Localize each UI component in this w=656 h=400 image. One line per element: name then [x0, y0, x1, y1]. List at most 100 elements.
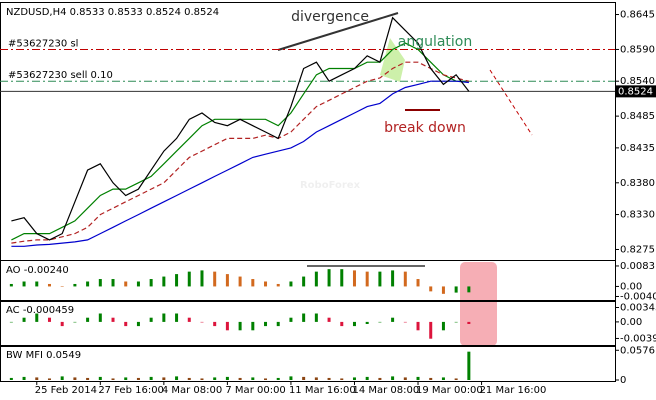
- x-tick-label: 27 Feb 16:00: [98, 385, 164, 396]
- highlight-box: [460, 262, 497, 346]
- bar: [314, 271, 318, 287]
- bar: [187, 377, 191, 380]
- bar: [60, 376, 64, 380]
- bar: [200, 270, 204, 287]
- bar: [162, 377, 166, 380]
- bar: [238, 377, 242, 380]
- bar: [365, 321, 369, 324]
- bar: [327, 317, 331, 322]
- annotation: break down: [384, 120, 466, 136]
- bar: [73, 321, 77, 323]
- y-tick-label: 0.8330: [620, 210, 655, 221]
- bar: [213, 321, 217, 327]
- y-tick-label: 0.8485: [620, 111, 655, 122]
- bar: [454, 321, 458, 323]
- bar: [238, 276, 242, 287]
- bar: [111, 317, 115, 322]
- bar: [429, 286, 433, 292]
- bar: [441, 321, 445, 331]
- bar: [264, 321, 268, 327]
- bar: [416, 376, 420, 380]
- bar: [136, 377, 140, 380]
- bar: [213, 271, 217, 287]
- bar: [302, 313, 306, 322]
- bar: [340, 269, 344, 287]
- bar: [416, 321, 420, 331]
- bar: [251, 279, 255, 287]
- bar: [86, 377, 90, 380]
- bar: [416, 279, 420, 287]
- y-tick-label: 0.8275: [620, 244, 655, 255]
- bar: [225, 321, 229, 331]
- y-tick-label: -0.00407: [620, 291, 656, 302]
- bar: [9, 283, 13, 287]
- bar: [149, 317, 153, 322]
- bar: [175, 376, 179, 380]
- bar: [365, 271, 369, 287]
- x-tick-label: 11 Mar 16:00: [289, 385, 356, 396]
- bar: [365, 376, 369, 380]
- bar: [136, 321, 140, 327]
- bar: [47, 283, 51, 287]
- annotation: angulation: [398, 34, 473, 50]
- bar: [98, 313, 102, 322]
- bar: [124, 377, 128, 380]
- bar: [73, 377, 77, 380]
- bar: [162, 276, 166, 287]
- bar: [251, 321, 255, 331]
- bar: [162, 313, 166, 322]
- bar: [327, 377, 331, 380]
- bar: [467, 351, 471, 380]
- bar: [111, 279, 115, 287]
- bar: [289, 376, 293, 380]
- bar: [403, 321, 407, 323]
- bar: [391, 270, 395, 287]
- bar: [98, 376, 102, 380]
- bar: [314, 377, 318, 380]
- panel-frame: [0, 300, 616, 347]
- moving-average: [11, 61, 470, 244]
- bar: [264, 281, 268, 287]
- order-label: #53627230 sell 0.10: [8, 70, 113, 81]
- y-tick-label: 0.0083: [620, 261, 655, 272]
- bar: [352, 270, 356, 287]
- bar: [225, 376, 229, 380]
- bar: [441, 377, 445, 380]
- bar: [467, 286, 471, 293]
- bar: [86, 281, 90, 287]
- panel-title: BW MFI 0.0549: [6, 350, 81, 361]
- bar: [60, 321, 64, 327]
- bar: [9, 377, 13, 380]
- bar: [314, 313, 318, 322]
- x-tick-label: 25 Feb 2014: [35, 385, 97, 396]
- angulation-area: [380, 38, 405, 82]
- bar: [47, 378, 51, 380]
- bar: [9, 321, 13, 323]
- bar: [22, 317, 26, 322]
- bar: [187, 317, 191, 322]
- watermark: RoboForex: [300, 180, 361, 191]
- bar: [264, 378, 268, 380]
- bar: [175, 274, 179, 287]
- forecast-line: [489, 69, 533, 136]
- bar: [340, 321, 344, 327]
- bar: [429, 321, 433, 339]
- panel-title: AC -0.000459: [6, 305, 74, 316]
- bar: [187, 271, 191, 287]
- bar: [391, 376, 395, 380]
- bar: [302, 276, 306, 287]
- bar: [429, 377, 433, 380]
- panel-frame: [0, 260, 616, 302]
- bar: [391, 317, 395, 322]
- chart-title: NZDUSD,H4 0.8533 0.8533 0.8524 0.8524: [6, 7, 219, 18]
- annotation: divergence: [291, 9, 369, 25]
- bar: [276, 377, 280, 380]
- y-tick-label: 0.8590: [620, 44, 655, 55]
- bar: [251, 377, 255, 380]
- bar: [124, 281, 128, 287]
- bar: [60, 286, 64, 287]
- bar: [213, 377, 217, 380]
- y-tick-label: 0.8435: [620, 143, 655, 154]
- bar: [35, 281, 39, 287]
